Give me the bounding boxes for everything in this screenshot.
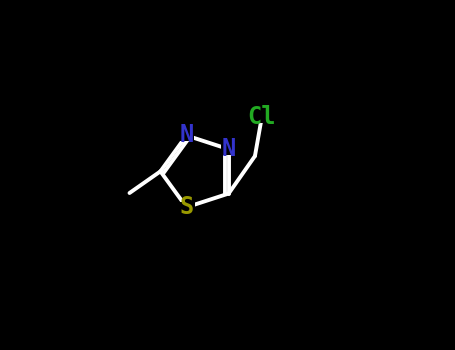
Text: N: N bbox=[222, 137, 236, 161]
Text: N: N bbox=[179, 124, 194, 147]
Bar bbox=[178, 202, 195, 213]
Text: Cl: Cl bbox=[247, 105, 275, 130]
Bar bbox=[179, 130, 194, 141]
Bar bbox=[221, 144, 236, 155]
Bar bbox=[252, 112, 270, 123]
Text: S: S bbox=[179, 195, 194, 219]
